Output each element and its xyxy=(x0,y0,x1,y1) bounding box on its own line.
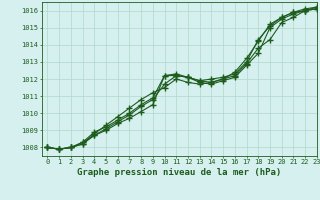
X-axis label: Graphe pression niveau de la mer (hPa): Graphe pression niveau de la mer (hPa) xyxy=(77,168,281,177)
